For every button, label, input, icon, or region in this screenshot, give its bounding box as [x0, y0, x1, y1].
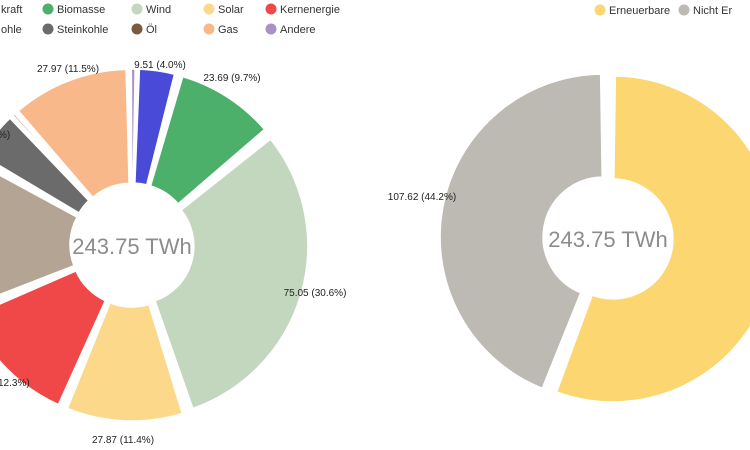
legend-swatch-wind [131, 3, 143, 15]
slice-label-kernenergie: 12.3%) [0, 378, 30, 389]
slice-biomasse [149, 75, 266, 205]
legend-label-oel[interactable]: Öl [146, 24, 157, 36]
legend-swatch-gas [203, 23, 215, 35]
slice-label-steinkohle: %) [0, 130, 10, 141]
legend-swatch-oel [131, 23, 143, 35]
right-donut-chart [439, 73, 750, 403]
left-donut-chart [0, 68, 309, 422]
legend-label-gas[interactable]: Gas [218, 24, 239, 36]
legend-label-biomasse[interactable]: Biomasse [57, 4, 105, 16]
legend-label-nicht-er[interactable]: Nicht Er [693, 5, 732, 17]
slice-label-nicht-er: 107.62 (44.2%) [388, 192, 456, 203]
slice-andere [130, 68, 136, 184]
slice-oel [12, 113, 92, 201]
slice-label-biomasse: 23.69 (9.7%) [203, 73, 260, 84]
legend-label-erneuerbare[interactable]: Erneuerbare [609, 5, 670, 17]
legend-swatch-biomasse [42, 3, 54, 15]
slice-wind [154, 138, 309, 410]
slice-label-kraft: 9.51 (4.0%) [134, 60, 186, 71]
legend-label-andere[interactable]: Andere [280, 24, 315, 36]
left-center-total: 243.75 TWh [72, 234, 191, 259]
slice-label-gas: 27.97 (11.5%) [37, 64, 99, 75]
left-slice-labels: 9.51 (4.0%) 23.69 (9.7%) 75.05 (30.6%) 27.8… [0, 60, 346, 446]
slice-gas [17, 68, 130, 199]
right-legend: Erneuerbare Nicht Er [594, 4, 732, 17]
slice-ohle [0, 174, 78, 296]
slice-erneuerbare [555, 75, 750, 403]
legend-label-ohle[interactable]: ohle [1, 24, 22, 36]
slice-nicht-er [439, 73, 603, 390]
slice-steinkohle [0, 117, 90, 214]
legend-swatch-erneuerbare [594, 4, 606, 16]
legend-swatch-andere [265, 23, 277, 35]
legend-swatch-nicht-er [678, 4, 690, 16]
legend-label-solar[interactable]: Solar [218, 4, 244, 16]
right-slice-labels: 107.62 (44.2%) [388, 192, 456, 203]
slice-label-wind: 75.05 (30.6%) [284, 288, 347, 299]
slice-solar [66, 302, 184, 422]
legend-label-kernenergie[interactable]: Kernenergie [280, 4, 340, 16]
slice-kraft [134, 68, 176, 186]
legend-swatch-steinkohle [42, 23, 54, 35]
slice-kernenergie [0, 270, 107, 406]
slice-label-solar: 27.87 (11.4%) [92, 435, 154, 446]
legend-label-wind[interactable]: Wind [146, 4, 171, 16]
legend-swatch-solar [203, 3, 215, 15]
legend-swatch-kernenergie [265, 3, 277, 15]
legend-label-steinkohle[interactable]: Steinkohle [57, 24, 108, 36]
right-center-total: 243.75 TWh [548, 227, 667, 252]
legend-label-kraft[interactable]: kraft [1, 4, 22, 16]
left-legend: kraft Biomasse Wind Solar Kernenergie ohle Ste… [1, 3, 340, 36]
